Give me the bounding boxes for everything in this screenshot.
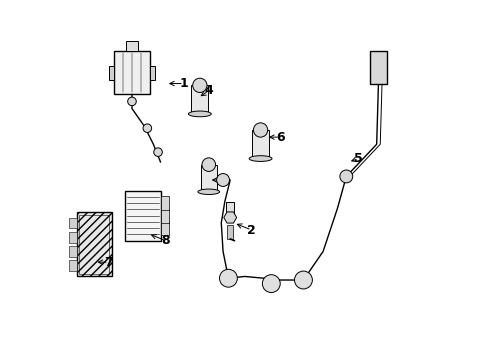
Bar (369, 51, 386, 84)
Bar (160, 221, 169, 235)
Bar (69, 246, 77, 257)
Bar (69, 232, 77, 243)
Bar (77, 212, 112, 276)
Circle shape (127, 97, 136, 106)
Bar (80, 215, 109, 274)
Bar (125, 41, 138, 51)
Circle shape (202, 158, 215, 171)
Text: 3: 3 (218, 174, 227, 186)
Text: 5: 5 (354, 152, 363, 165)
Circle shape (294, 271, 312, 289)
Ellipse shape (188, 111, 211, 117)
Text: 4: 4 (204, 84, 213, 97)
Bar (227, 225, 233, 239)
Circle shape (216, 174, 229, 186)
Bar (200, 165, 217, 192)
Bar (160, 208, 169, 223)
Circle shape (339, 170, 352, 183)
Circle shape (262, 275, 280, 293)
Bar (69, 260, 77, 271)
Bar (108, 66, 114, 80)
Ellipse shape (198, 189, 219, 194)
Bar (114, 51, 149, 94)
Text: 8: 8 (161, 234, 170, 247)
Text: 6: 6 (275, 131, 284, 144)
Circle shape (253, 123, 267, 137)
Bar (226, 202, 234, 216)
Text: 7: 7 (104, 256, 113, 269)
Circle shape (143, 124, 151, 132)
Ellipse shape (248, 156, 271, 161)
Polygon shape (224, 212, 236, 223)
Circle shape (219, 269, 237, 287)
Bar (124, 191, 160, 241)
Bar (191, 85, 208, 114)
Bar (251, 130, 268, 158)
Text: 1: 1 (179, 77, 188, 90)
Bar (69, 217, 77, 228)
Circle shape (192, 78, 206, 93)
Bar (160, 196, 169, 210)
Bar (149, 66, 155, 80)
Circle shape (153, 148, 162, 157)
Text: 2: 2 (247, 224, 256, 237)
